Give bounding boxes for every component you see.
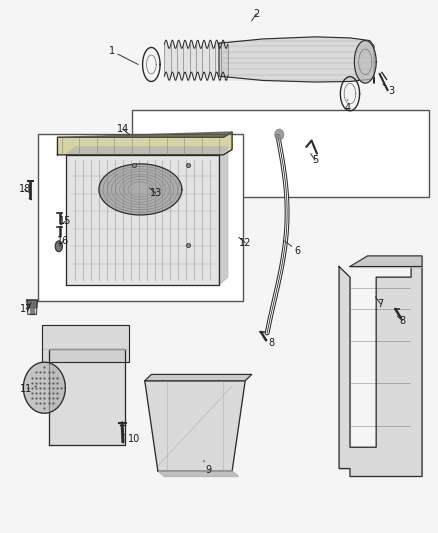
Text: 5: 5 [311, 154, 318, 165]
Text: 13: 13 [149, 188, 162, 198]
Polygon shape [354, 41, 376, 83]
Polygon shape [27, 300, 37, 308]
Polygon shape [145, 374, 252, 381]
Polygon shape [145, 381, 245, 471]
Polygon shape [350, 256, 422, 266]
Polygon shape [99, 164, 182, 215]
Polygon shape [275, 130, 284, 140]
Text: 9: 9 [204, 461, 211, 474]
Text: 16: 16 [57, 236, 69, 246]
Polygon shape [55, 241, 62, 252]
Polygon shape [66, 147, 228, 155]
Text: 6: 6 [285, 241, 300, 255]
Polygon shape [158, 471, 239, 477]
Text: 18: 18 [18, 184, 31, 195]
Bar [38, 134, 243, 301]
Text: 2: 2 [252, 9, 259, 21]
Text: 10: 10 [123, 434, 140, 445]
Text: 4: 4 [345, 100, 351, 113]
Bar [132, 110, 428, 197]
Polygon shape [66, 155, 219, 285]
Polygon shape [23, 362, 65, 413]
Text: 8: 8 [265, 338, 275, 348]
Polygon shape [219, 147, 228, 285]
Text: 12: 12 [239, 237, 251, 247]
Text: 8: 8 [397, 316, 406, 326]
Polygon shape [339, 266, 422, 477]
Polygon shape [57, 132, 232, 155]
Text: 7: 7 [375, 297, 384, 309]
Polygon shape [30, 308, 34, 314]
Text: 15: 15 [59, 216, 71, 227]
Polygon shape [42, 325, 130, 362]
Polygon shape [49, 349, 125, 445]
Polygon shape [219, 37, 374, 83]
Polygon shape [57, 132, 232, 138]
Text: 11: 11 [20, 384, 36, 394]
Text: 17: 17 [20, 303, 32, 314]
Text: 1: 1 [109, 46, 138, 64]
Text: 14: 14 [117, 124, 130, 135]
Text: 3: 3 [383, 84, 395, 96]
